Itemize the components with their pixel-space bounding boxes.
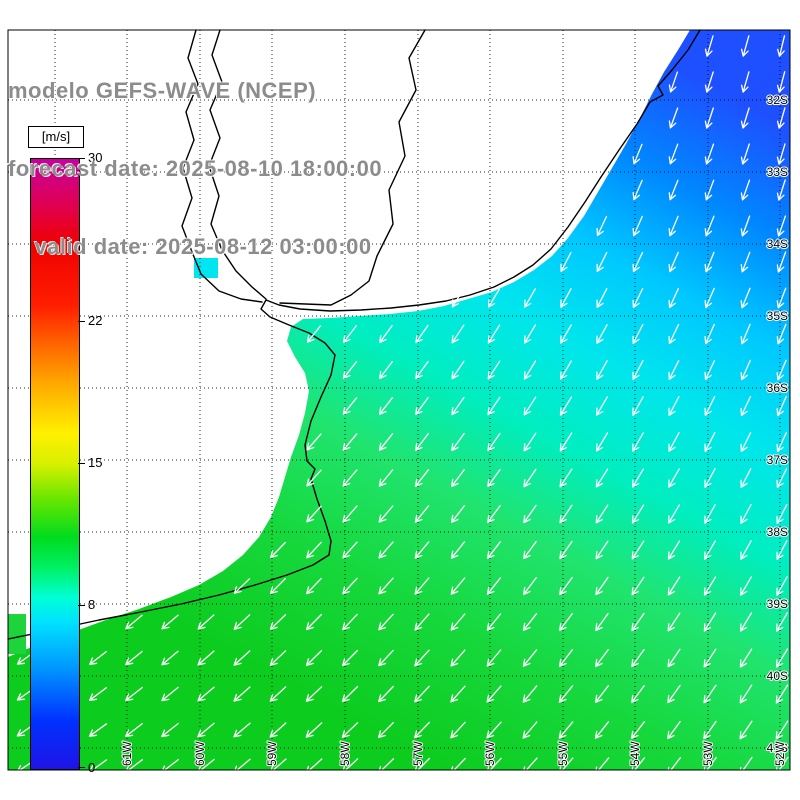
colorbar-ticks: 30 22 15 8 0 bbox=[30, 150, 140, 775]
lon-label: 55W bbox=[556, 741, 570, 766]
lat-label: 37S bbox=[767, 453, 788, 467]
river-line bbox=[208, 29, 267, 300]
lat-label: 35S bbox=[767, 309, 788, 323]
colorbar-unit-label: [m/s] bbox=[28, 126, 84, 148]
colorbar-tick-label-22: 22 bbox=[88, 312, 103, 328]
colorbar-tick-mark bbox=[78, 605, 85, 607]
lat-label: 32S bbox=[767, 93, 788, 107]
lat-label: 36S bbox=[767, 381, 788, 395]
lat-label: 41S bbox=[767, 741, 788, 755]
coastline bbox=[7, 299, 336, 640]
ocean-wind-field bbox=[8, 30, 790, 770]
colorbar: [m/s] 30 22 15 8 0 bbox=[28, 126, 148, 786]
lon-label: 53W bbox=[701, 741, 715, 766]
forecast-date: forecast date: 2025-08-10 18:00:00 bbox=[8, 156, 383, 181]
lon-label: 60W bbox=[193, 741, 207, 766]
colorbar-gradient bbox=[30, 158, 80, 770]
lon-label: 57W bbox=[411, 741, 425, 766]
lat-label: 38S bbox=[767, 525, 788, 539]
lon-label: 52W bbox=[773, 741, 787, 766]
colorbar-tick-mark bbox=[78, 463, 85, 464]
model-title: modelo GEFS-WAVE (NCEP) bbox=[8, 78, 317, 103]
lon-label: 54W bbox=[628, 741, 642, 766]
lon-label: 59W bbox=[265, 741, 279, 766]
lat-label: 33S bbox=[767, 165, 788, 179]
lon-label: 58W bbox=[338, 741, 352, 766]
colorbar-tick-label-15: 15 bbox=[88, 455, 103, 470]
lon-label: 61W bbox=[120, 741, 134, 766]
ocean-cell bbox=[8, 614, 26, 654]
valid-date: valid date: 2025-08-12 03:00:00 bbox=[8, 234, 372, 259]
colorbar-tick-label-30: 30 bbox=[88, 150, 103, 165]
coastline bbox=[265, 29, 701, 312]
river-line bbox=[279, 29, 426, 306]
lat-label: 34S bbox=[767, 237, 788, 251]
title-block: modelo GEFS-WAVE (NCEP) forecast date: 2… bbox=[8, 26, 382, 312]
colorbar-tick-mark bbox=[78, 767, 85, 768]
lat-label: 39S bbox=[767, 597, 788, 611]
colorbar-tick-label-0: 0 bbox=[88, 760, 96, 775]
colorbar-tick-label-8: 8 bbox=[88, 597, 96, 613]
lat-label: 40S bbox=[767, 669, 788, 683]
colorbar-tick-mark bbox=[78, 158, 85, 159]
map-frame bbox=[7, 29, 791, 771]
colorbar-tick-mark bbox=[78, 320, 85, 322]
lon-label: 56W bbox=[483, 741, 497, 766]
wind-arrows bbox=[16, 35, 789, 776]
river-line bbox=[181, 29, 263, 303]
